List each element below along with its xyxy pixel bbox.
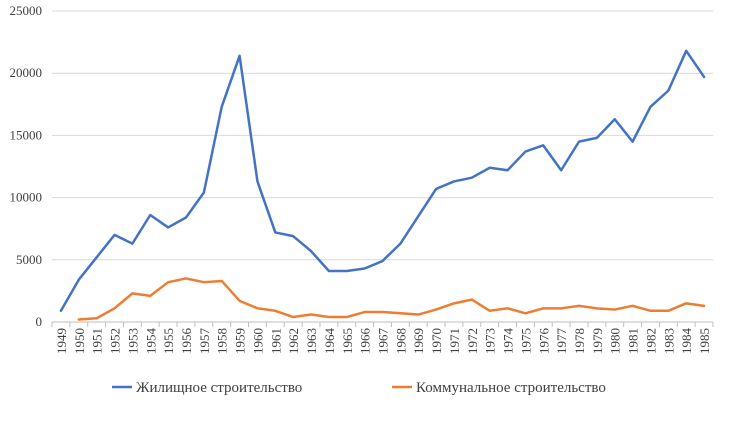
x-tick-label: 1957 xyxy=(197,328,212,355)
x-tick-label: 1958 xyxy=(215,328,230,354)
gridlines xyxy=(52,10,713,261)
x-tick-label: 1977 xyxy=(554,328,569,355)
x-tick-label: 1964 xyxy=(322,328,337,355)
x-tick-label: 1962 xyxy=(286,328,301,354)
x-tick-label: 1949 xyxy=(54,328,69,354)
x-tick-label: 1976 xyxy=(536,328,551,355)
x-tick-label: 1981 xyxy=(626,328,641,354)
legend: Жилищное строительство Коммунальное строи… xyxy=(112,380,606,396)
x-tick-label: 1984 xyxy=(679,328,694,355)
y-axis: 0 5000 10000 15000 20000 25000 xyxy=(10,3,43,329)
y-tick-label: 10000 xyxy=(10,190,43,205)
y-tick-label: 5000 xyxy=(16,252,42,267)
x-tick-label: 1954 xyxy=(143,328,158,355)
x-tick-label: 1966 xyxy=(358,328,373,355)
series-line-communal xyxy=(77,277,706,321)
x-tick-label: 1978 xyxy=(572,328,587,354)
legend-label-housing: Жилищное строительство xyxy=(136,380,302,396)
x-tick-label: 1967 xyxy=(376,328,391,355)
x-tick-label: 1952 xyxy=(108,328,123,354)
x-tick-label: 1968 xyxy=(393,328,408,354)
y-tick-label: 15000 xyxy=(10,127,43,142)
x-tick-label: 1965 xyxy=(340,328,355,354)
x-tick-label: 1953 xyxy=(125,328,140,354)
series-line-housing xyxy=(59,49,706,313)
x-tick-label: 1971 xyxy=(447,328,462,354)
x-tick-label: 1959 xyxy=(233,328,248,354)
series-lines xyxy=(59,49,706,321)
x-tick-label: 1963 xyxy=(304,328,319,354)
y-tick-label: 20000 xyxy=(10,65,43,80)
y-tick-label: 0 xyxy=(36,314,43,329)
x-tick-label: 1983 xyxy=(661,328,676,354)
legend-label-communal: Коммунальное строительство xyxy=(416,380,606,396)
x-tick-label: 1955 xyxy=(161,328,176,354)
x-tick-label: 1972 xyxy=(465,328,480,354)
x-tick-label: 1980 xyxy=(608,328,623,354)
x-axis: 1949 1950 1951 1952 1953 1954 1955 1956 1957 1958… xyxy=(51,321,714,355)
x-tick-label: 1960 xyxy=(250,328,265,354)
x-tick-label: 1950 xyxy=(72,328,87,354)
x-tick-label: 1974 xyxy=(501,328,516,355)
x-tick-label: 1975 xyxy=(518,328,533,354)
x-tick-label: 1985 xyxy=(697,328,712,354)
x-tick-label: 1970 xyxy=(429,328,444,354)
x-tick-label: 1969 xyxy=(411,328,426,354)
x-tick-label: 1951 xyxy=(90,328,105,354)
x-tick-label: 1973 xyxy=(483,328,498,354)
x-tick-label: 1982 xyxy=(643,328,658,354)
x-tick-label: 1979 xyxy=(590,328,605,354)
x-tick-label: 1961 xyxy=(268,328,283,354)
x-tick-label: 1956 xyxy=(179,328,194,355)
y-tick-label: 25000 xyxy=(10,3,43,18)
